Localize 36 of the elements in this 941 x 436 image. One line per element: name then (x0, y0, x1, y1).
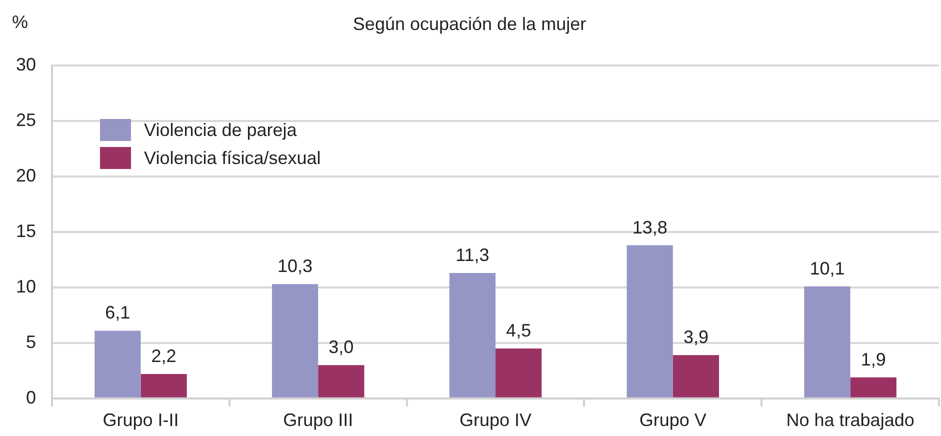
data-label: 1,9 (860, 349, 886, 370)
data-label: 10,3 (278, 256, 313, 276)
data-label: 2,2 (151, 346, 176, 366)
y-tick-label: 10 (16, 276, 36, 296)
bar (318, 365, 364, 398)
y-tick-label: 5 (26, 332, 36, 352)
bar (672, 355, 720, 398)
legend-label: Violencia física/sexual (144, 146, 321, 170)
bar (272, 284, 318, 398)
bar (94, 330, 141, 398)
y-axis-title: % (12, 12, 28, 32)
bar (850, 377, 896, 398)
legend-label: Violencia de pareja (144, 118, 297, 142)
chart-title: Según ocupación de la mujer (352, 14, 586, 34)
y-tick-label: 20 (16, 166, 36, 186)
bar (449, 273, 496, 398)
bar (140, 374, 187, 398)
x-tick-label: Grupo IV (459, 410, 532, 430)
data-label: 13,8 (632, 217, 668, 238)
data-label: 4,5 (506, 320, 532, 340)
data-label: 6,1 (105, 302, 130, 323)
data-label: 10,1 (810, 258, 845, 278)
x-tick-label: Grupo I-II (102, 410, 179, 430)
x-tick-label: No ha trabajado (786, 410, 914, 430)
data-label: 3,0 (328, 337, 354, 358)
y-tick-label: 0 (26, 387, 36, 408)
bar (626, 245, 673, 398)
data-label: 3,9 (683, 327, 708, 348)
bar (804, 286, 850, 398)
x-tick-label: Grupo V (639, 410, 706, 430)
x-tick-label: Grupo III (283, 410, 354, 430)
data-label: 11,3 (456, 245, 490, 266)
y-tick-label: 30 (16, 54, 36, 75)
bar (496, 348, 542, 398)
y-tick-label: 25 (16, 110, 36, 130)
y-tick-label: 15 (16, 220, 36, 241)
